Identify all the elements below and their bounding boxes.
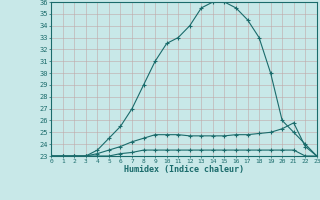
X-axis label: Humidex (Indice chaleur): Humidex (Indice chaleur) xyxy=(124,165,244,174)
